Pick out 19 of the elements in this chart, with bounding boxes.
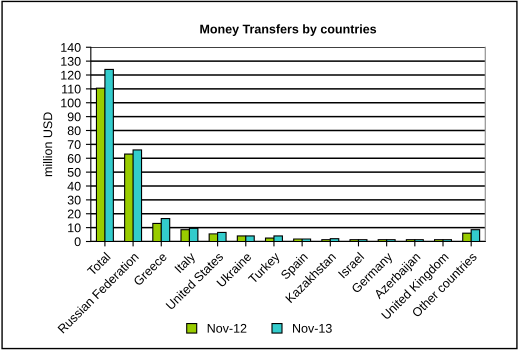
y-tick-label: 40 (67, 182, 81, 191)
y-tick-label: 120 (61, 70, 81, 80)
y-tick-label: 10 (68, 223, 81, 232)
y-axis-title: million USD (43, 112, 52, 176)
y-tick-label: 130 (61, 56, 81, 66)
chart-title: Money Transfers by countries (200, 24, 376, 36)
y-tick-label: 50 (68, 168, 81, 177)
y-tick-label: 70 (68, 140, 81, 150)
y-tick-label: 90 (68, 112, 81, 122)
y-tick-label: 30 (68, 196, 81, 205)
y-tick-label: 60 (68, 154, 81, 163)
y-tick-label: 100 (61, 98, 81, 108)
y-tick-label: 140 (61, 43, 81, 52)
y-tick-label: 0 (74, 237, 81, 246)
y-tick-label: 80 (68, 126, 81, 136)
legend-label: Nov-12 (208, 324, 246, 333)
y-tick-label: 110 (62, 84, 81, 94)
y-tick-label: 20 (68, 210, 81, 218)
legend-label: Nov-13 (293, 324, 332, 333)
